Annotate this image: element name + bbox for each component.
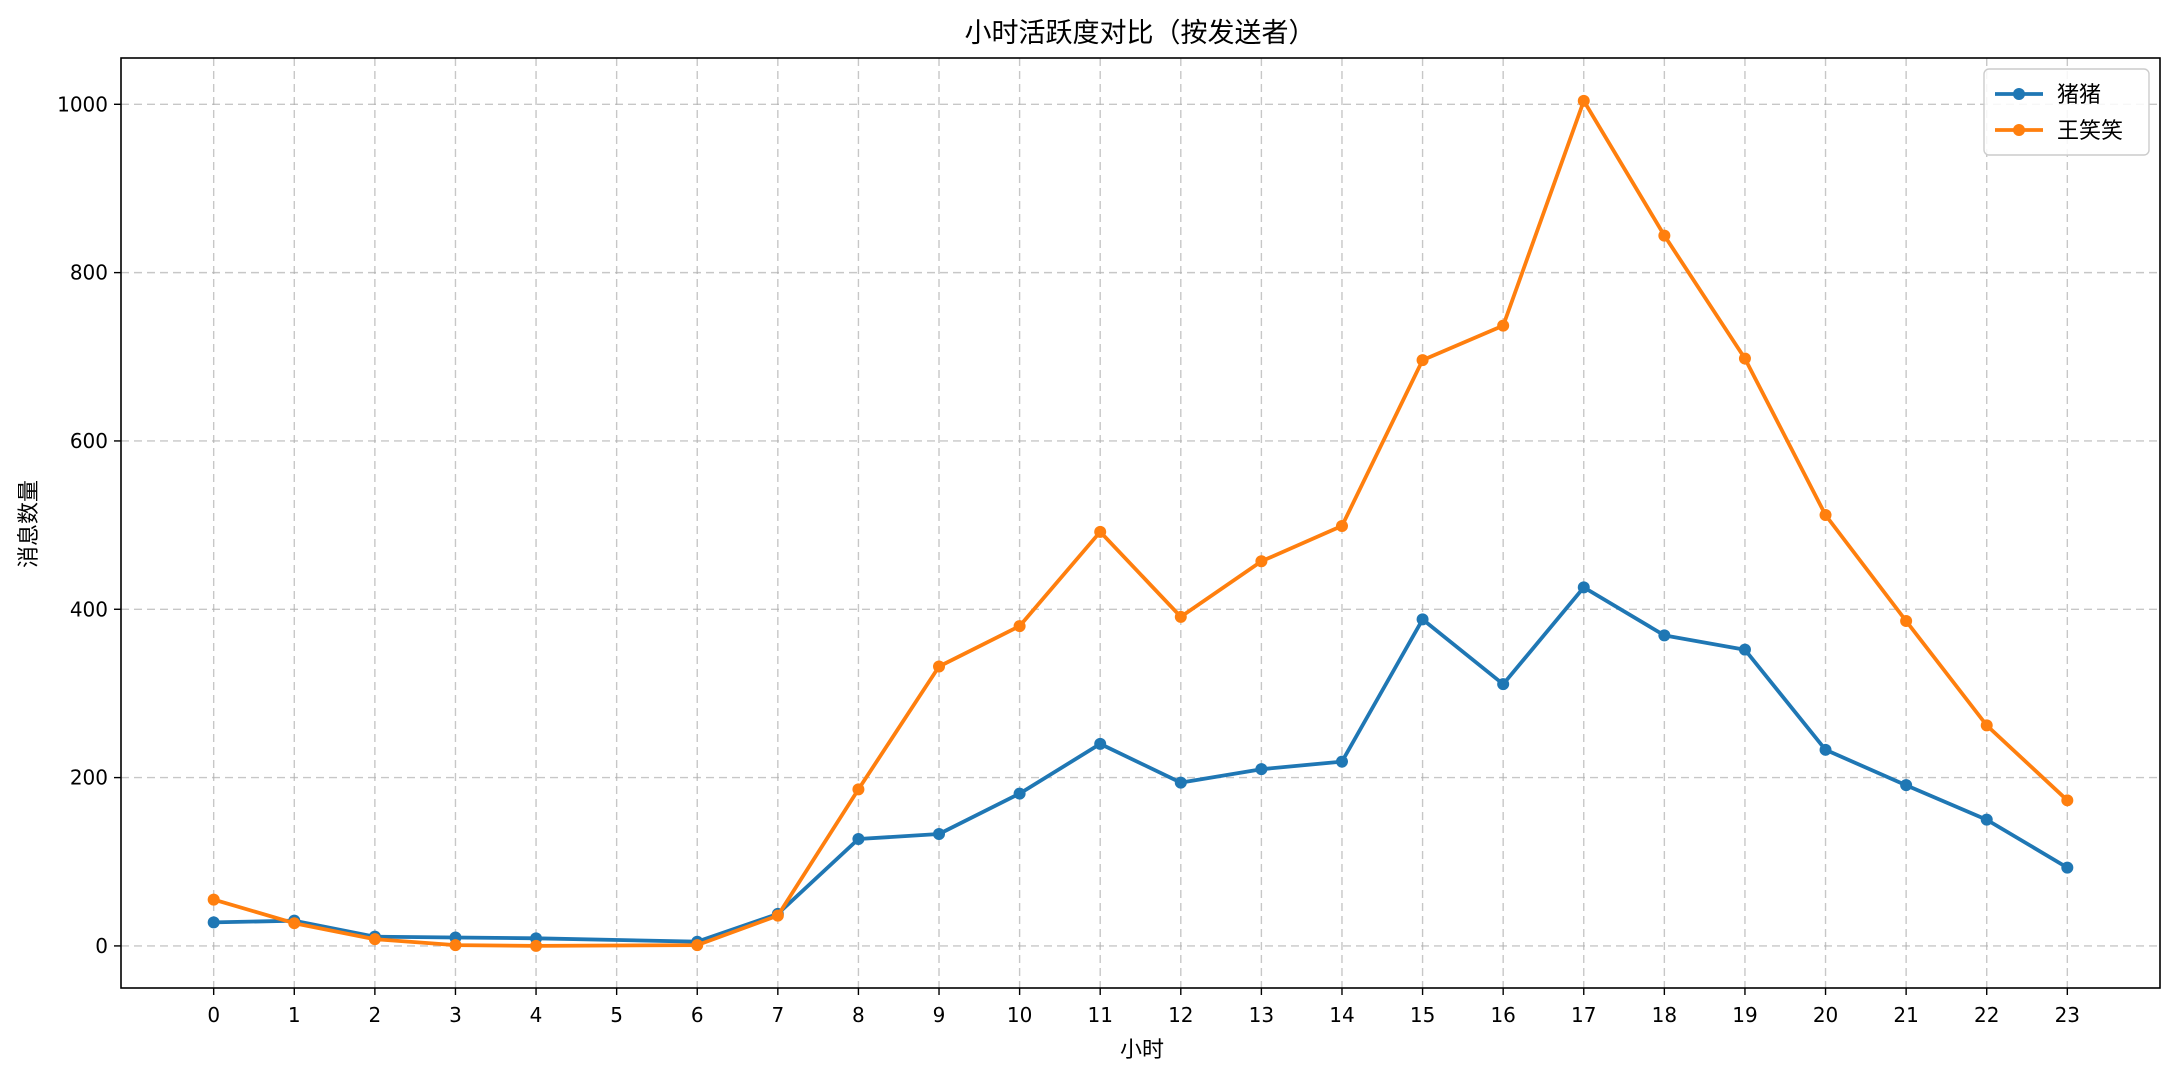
data-point <box>1980 719 1993 732</box>
grid <box>121 58 2160 988</box>
data-point <box>1900 779 1913 792</box>
legend-item: 王笑笑 <box>1995 119 2123 144</box>
x-tick-label: 1 <box>288 1003 301 1027</box>
x-tick-label: 18 <box>1652 1003 1677 1027</box>
x-tick-label: 17 <box>1571 1003 1596 1027</box>
legend-label: 王笑笑 <box>2057 119 2123 144</box>
y-axis-title: 消息数量 <box>17 480 42 568</box>
x-tick-label: 10 <box>1007 1003 1032 1027</box>
x-tick-label: 5 <box>610 1003 623 1027</box>
chart-title: 小时活跃度对比（按发送者） <box>965 18 1316 49</box>
data-point <box>1819 743 1832 756</box>
x-tick-label: 7 <box>771 1003 784 1027</box>
x-tick-label: 0 <box>207 1003 220 1027</box>
x-tick-label: 22 <box>1974 1003 1999 1027</box>
data-point <box>933 827 946 840</box>
legend-swatch-marker <box>2013 124 2025 136</box>
data-point <box>368 933 381 946</box>
data-point <box>207 893 220 906</box>
series-layer <box>207 94 2074 952</box>
legend-label: 猪猪 <box>2057 83 2101 108</box>
data-point <box>288 917 301 930</box>
data-point <box>771 909 784 922</box>
axes: 0 1 2 3 4 5 6 7 8 9 10 11 12 13 14 15 16 17 18 19 20 21 22 2302… <box>57 57 2161 1027</box>
data-point <box>1980 813 1993 826</box>
series-1 <box>207 94 2074 952</box>
data-point <box>1013 620 1026 633</box>
data-point <box>933 660 946 673</box>
x-tick-label: 12 <box>1168 1003 1193 1027</box>
data-point <box>1577 581 1590 594</box>
data-point <box>852 783 865 796</box>
data-point <box>207 916 220 929</box>
x-tick-label: 8 <box>852 1003 865 1027</box>
data-point <box>1255 763 1268 776</box>
data-point <box>1416 354 1429 367</box>
x-tick-label: 16 <box>1490 1003 1515 1027</box>
y-tick-label: 0 <box>95 934 108 958</box>
data-point <box>1094 737 1107 750</box>
x-tick-label: 11 <box>1087 1003 1112 1027</box>
data-point <box>1174 610 1187 623</box>
x-tick-label: 20 <box>1813 1003 1838 1027</box>
series-line <box>211 585 2070 944</box>
y-tick-label: 1000 <box>57 92 108 116</box>
series-line <box>211 99 2070 948</box>
data-point <box>691 939 704 952</box>
x-tick-label: 23 <box>2055 1003 2080 1027</box>
data-point <box>1900 615 1913 628</box>
x-tick-label: 21 <box>1893 1003 1918 1027</box>
x-tick-label: 14 <box>1329 1003 1354 1027</box>
data-point <box>2061 794 2074 807</box>
data-point <box>530 939 543 952</box>
x-tick-label: 4 <box>530 1003 543 1027</box>
x-tick-label: 13 <box>1249 1003 1274 1027</box>
data-point <box>1738 352 1751 365</box>
data-point <box>1094 525 1107 538</box>
data-point <box>1658 629 1671 642</box>
data-point <box>1497 678 1510 691</box>
plot-frame <box>120 57 2161 989</box>
data-point <box>1013 787 1026 800</box>
data-point <box>449 939 462 952</box>
data-point <box>1658 229 1671 242</box>
data-point <box>1738 643 1751 656</box>
data-point <box>1497 319 1510 332</box>
y-tick-label: 800 <box>70 261 108 285</box>
legend-item: 猪猪 <box>1995 83 2101 108</box>
data-point <box>1255 555 1268 568</box>
x-tick-label: 9 <box>933 1003 946 1027</box>
data-point <box>852 833 865 846</box>
y-tick-label: 600 <box>70 429 108 453</box>
data-point <box>1335 519 1348 532</box>
data-point <box>1577 94 1590 107</box>
x-axis-title: 小时 <box>1120 1038 1164 1063</box>
x-tick-label: 15 <box>1410 1003 1435 1027</box>
data-point <box>1174 776 1187 789</box>
x-tick-label: 3 <box>449 1003 462 1027</box>
legend-swatch-marker <box>2013 88 2025 100</box>
y-tick-label: 400 <box>70 597 108 621</box>
data-point <box>1416 613 1429 626</box>
data-point <box>1819 509 1832 522</box>
x-tick-label: 6 <box>691 1003 704 1027</box>
data-point <box>1335 755 1348 768</box>
x-tick-label: 2 <box>369 1003 382 1027</box>
data-point <box>2061 861 2074 874</box>
x-tick-label: 19 <box>1732 1003 1757 1027</box>
series-0 <box>207 581 2074 948</box>
legend-box <box>1983 68 2150 156</box>
y-tick-label: 200 <box>70 766 108 790</box>
